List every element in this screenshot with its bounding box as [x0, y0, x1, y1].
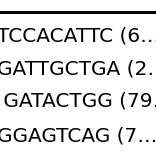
Text: GATACTGG (79…: GATACTGG (79…: [0, 92, 156, 111]
Text: GGAGTCAG (7…: GGAGTCAG (7…: [0, 126, 156, 145]
Text: GATTGCTGA (2…: GATTGCTGA (2…: [0, 59, 156, 78]
Text: TCCACATTC (6…: TCCACATTC (6…: [0, 26, 156, 45]
